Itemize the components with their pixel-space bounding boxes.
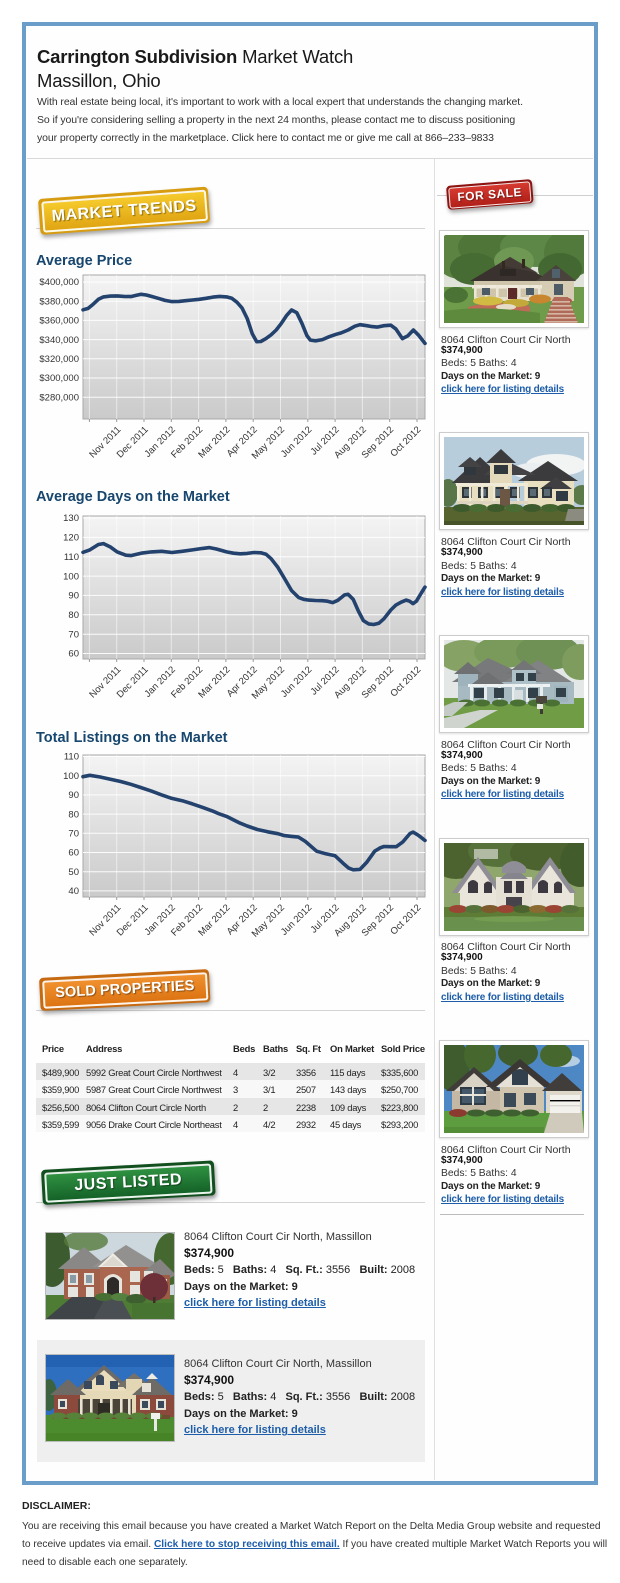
svg-text:$380,000: $380,000 xyxy=(39,296,79,307)
svg-text:110: 110 xyxy=(64,552,79,563)
svg-text:100: 100 xyxy=(63,571,79,582)
svg-text:100: 100 xyxy=(63,771,79,782)
svg-text:$300,000: $300,000 xyxy=(39,373,79,384)
svg-text:70: 70 xyxy=(68,629,79,640)
svg-text:90: 90 xyxy=(68,591,79,602)
svg-text:Oct 2012: Oct 2012 xyxy=(388,664,423,699)
svg-text:$400,000: $400,000 xyxy=(39,277,79,288)
svg-text:90: 90 xyxy=(68,790,79,801)
svg-text:70: 70 xyxy=(68,829,79,840)
svg-text:80: 80 xyxy=(68,610,79,621)
svg-text:Oct 2012: Oct 2012 xyxy=(388,424,423,459)
svg-text:$320,000: $320,000 xyxy=(39,354,79,365)
svg-text:$360,000: $360,000 xyxy=(39,316,79,327)
svg-text:$280,000: $280,000 xyxy=(39,392,79,403)
svg-text:120: 120 xyxy=(63,533,79,544)
svg-text:110: 110 xyxy=(64,752,79,763)
svg-text:40: 40 xyxy=(68,886,79,897)
svg-text:Oct 2012: Oct 2012 xyxy=(388,902,423,937)
svg-text:60: 60 xyxy=(68,848,79,859)
svg-text:50: 50 xyxy=(68,867,79,878)
svg-text:130: 130 xyxy=(63,513,79,524)
svg-text:80: 80 xyxy=(68,809,79,820)
svg-text:$340,000: $340,000 xyxy=(39,335,79,346)
svg-text:60: 60 xyxy=(68,649,79,660)
